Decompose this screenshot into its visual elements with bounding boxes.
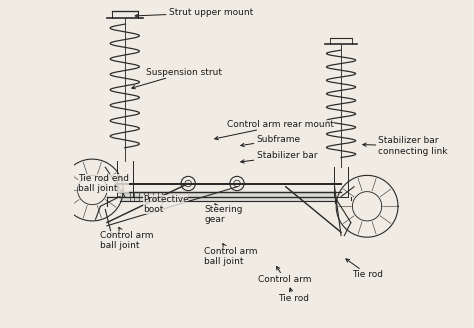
Text: Stabilizer bar
connecting link: Stabilizer bar connecting link [363,136,448,156]
Text: Stabilizer bar: Stabilizer bar [241,151,317,163]
Text: Control arm
ball joint: Control arm ball joint [100,227,154,250]
Text: Control arm rear mount: Control arm rear mount [215,120,334,140]
Text: Control arm: Control arm [258,266,311,284]
Text: Tie rod: Tie rod [346,259,383,279]
Text: Tie rod end
ball joint: Tie rod end ball joint [78,174,128,193]
Text: Control arm
ball joint: Control arm ball joint [204,244,258,266]
Text: Tie rod: Tie rod [278,288,309,303]
Text: Suspension strut: Suspension strut [132,69,222,89]
Text: Subframe: Subframe [241,135,301,147]
Text: Steering
gear: Steering gear [204,204,243,224]
Text: Protective
boot: Protective boot [143,195,189,215]
Text: Strut upper mount: Strut upper mount [135,8,253,17]
